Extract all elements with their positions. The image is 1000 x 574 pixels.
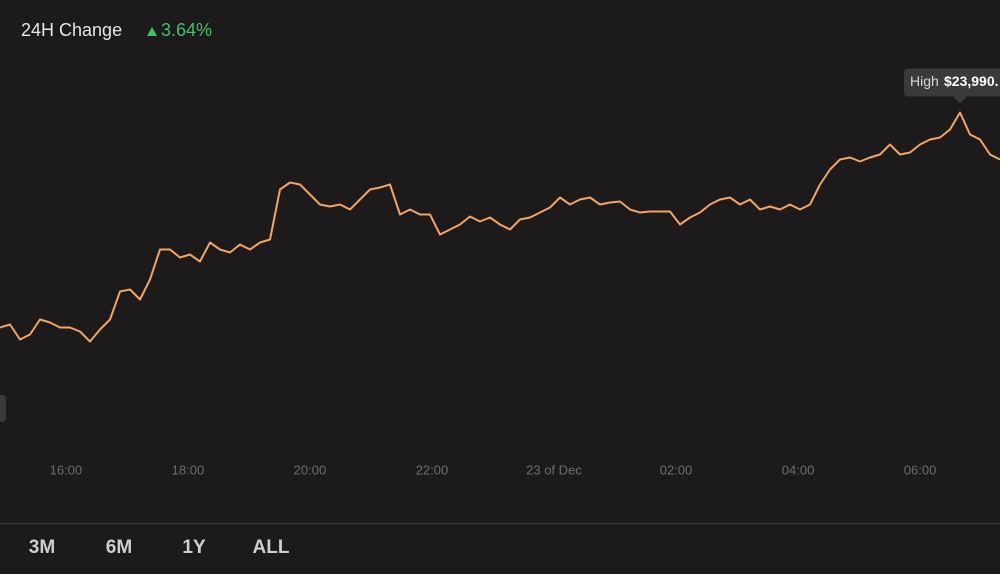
up-arrow	[147, 27, 157, 36]
x-tick-label: 04:00	[782, 462, 815, 477]
change-value: 3.64%	[161, 20, 212, 40]
x-tick-label: 23 of Dec	[526, 462, 582, 477]
x-tick-label: 22:00	[416, 462, 449, 477]
tooltip-pointer	[953, 96, 967, 104]
range-button[interactable]: 3M	[29, 537, 55, 558]
range-button[interactable]: 1Y	[182, 537, 206, 558]
range-button[interactable]: 6M	[106, 537, 132, 558]
high-tooltip	[904, 68, 1000, 97]
range-button[interactable]: ALL	[253, 537, 290, 558]
tooltip-value: $23,990.	[944, 73, 999, 89]
header-title: 24H Change	[21, 20, 122, 40]
x-tick-label: 18:00	[172, 462, 205, 477]
x-tick-label: 06:00	[904, 462, 937, 477]
x-tick-label: 02:00	[660, 462, 693, 477]
price-line	[0, 111, 1000, 343]
tooltip-label: High	[910, 73, 939, 89]
x-tick-label: 20:00	[294, 462, 327, 477]
low-tooltip	[0, 395, 6, 422]
x-tick-label: 16:00	[50, 462, 83, 477]
